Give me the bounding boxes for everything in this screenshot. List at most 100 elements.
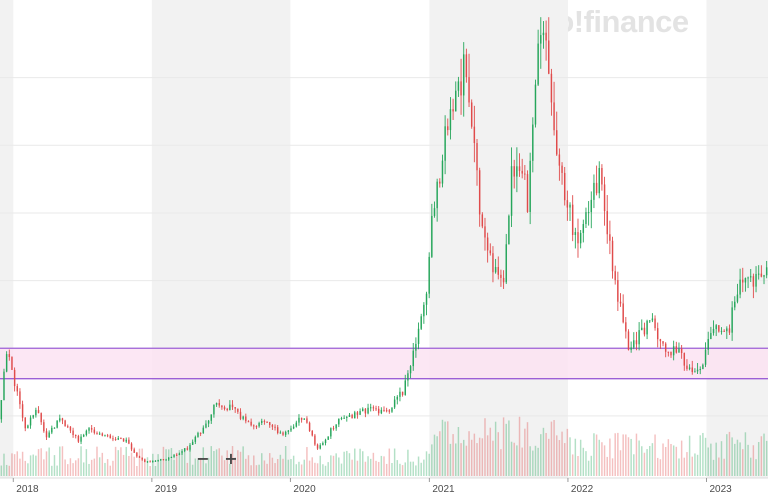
volume-bar bbox=[250, 465, 252, 476]
candle-body bbox=[72, 430, 74, 436]
volume-bar bbox=[308, 460, 311, 476]
candle-body bbox=[234, 407, 236, 409]
zoom-out-button[interactable]: − bbox=[196, 449, 210, 468]
volume-bar bbox=[593, 433, 595, 476]
volume-bar bbox=[90, 459, 93, 476]
volume-bar bbox=[399, 463, 401, 476]
volume-bar bbox=[237, 450, 239, 476]
volume-bar bbox=[731, 437, 733, 476]
volume-bar bbox=[67, 464, 69, 476]
candle-body bbox=[300, 417, 303, 420]
volume-bar bbox=[253, 455, 255, 476]
candle-body bbox=[455, 90, 457, 112]
volume-bar bbox=[186, 462, 189, 476]
candle-body bbox=[447, 126, 449, 131]
volume-bar bbox=[303, 459, 306, 476]
volume-bar bbox=[678, 458, 680, 476]
volume-bar bbox=[500, 449, 502, 476]
candle-body bbox=[431, 215, 433, 257]
volume-bar bbox=[433, 434, 436, 476]
volume-bar bbox=[710, 443, 712, 476]
candle-body bbox=[577, 232, 579, 244]
candle-body bbox=[452, 109, 454, 112]
volume-bar bbox=[470, 439, 473, 476]
volume-bar bbox=[330, 455, 332, 476]
volume-bar bbox=[736, 439, 739, 476]
volume-bar bbox=[292, 455, 295, 476]
candle-body bbox=[571, 204, 574, 235]
volume-bar bbox=[75, 460, 77, 476]
candle-body bbox=[346, 416, 348, 418]
candle-body bbox=[731, 307, 733, 333]
candle-body bbox=[728, 328, 731, 333]
volume-bar bbox=[319, 455, 321, 476]
volume-bar bbox=[96, 446, 98, 476]
candle-body bbox=[218, 402, 220, 406]
candle-body bbox=[170, 456, 173, 458]
candle-body bbox=[282, 432, 284, 435]
volume-bar bbox=[401, 465, 404, 476]
zoom-in-button[interactable]: + bbox=[224, 449, 238, 468]
volume-bar bbox=[582, 447, 585, 476]
candle-body bbox=[670, 351, 672, 356]
candle-body bbox=[736, 294, 739, 302]
volume-bar bbox=[757, 442, 760, 476]
volume-bar bbox=[69, 458, 72, 476]
candle-body bbox=[311, 430, 313, 436]
volume-bar bbox=[683, 457, 686, 476]
volume-bar bbox=[734, 443, 736, 476]
candle-body bbox=[56, 420, 58, 428]
volume-bar bbox=[521, 447, 523, 476]
volume-bar bbox=[109, 465, 112, 476]
volume-bars bbox=[0, 416, 768, 476]
volume-bar bbox=[221, 455, 223, 476]
volume-bar bbox=[327, 462, 329, 476]
volume-bar bbox=[641, 446, 643, 476]
volume-bar bbox=[56, 465, 58, 476]
volume-bar bbox=[295, 464, 298, 476]
candle-body bbox=[662, 341, 664, 344]
volume-bar bbox=[51, 465, 53, 476]
volume-bar bbox=[391, 463, 393, 476]
candle-body bbox=[90, 428, 93, 430]
candle-body bbox=[476, 143, 478, 171]
highlight-band bbox=[0, 348, 768, 379]
volume-bar bbox=[396, 460, 399, 476]
volume-bar bbox=[210, 446, 212, 476]
volume-bar bbox=[59, 446, 61, 476]
candle-body bbox=[537, 43, 539, 85]
volume-bar bbox=[247, 455, 250, 476]
candle-body bbox=[656, 328, 659, 340]
x-tick-label: 2023 bbox=[709, 484, 732, 495]
candle-body bbox=[287, 430, 290, 432]
candle-body bbox=[680, 348, 683, 354]
candle-body bbox=[141, 457, 143, 460]
candle-body bbox=[529, 160, 531, 212]
candle-body bbox=[128, 439, 130, 444]
candle-body bbox=[763, 275, 765, 277]
volume-bar bbox=[170, 448, 173, 476]
candle-body bbox=[290, 428, 292, 431]
candle-body bbox=[460, 81, 462, 96]
volume-bar bbox=[5, 464, 8, 476]
volume-bar bbox=[149, 465, 151, 476]
candle-body bbox=[601, 168, 603, 185]
volume-bar bbox=[279, 454, 282, 476]
candle-body bbox=[191, 441, 194, 445]
candle-body bbox=[643, 327, 646, 335]
candle-body bbox=[266, 421, 268, 423]
candle-body bbox=[734, 301, 736, 308]
volume-bar bbox=[239, 451, 242, 476]
volume-bar bbox=[215, 449, 218, 476]
candle-body bbox=[327, 436, 329, 440]
volume-bar bbox=[425, 451, 428, 476]
volume-bar bbox=[423, 459, 425, 476]
volume-bar bbox=[120, 447, 122, 476]
volume-bar bbox=[545, 432, 547, 476]
volume-bar bbox=[388, 448, 391, 476]
candle-body bbox=[502, 277, 505, 283]
candle-body bbox=[540, 35, 542, 44]
candle-body bbox=[101, 433, 104, 436]
